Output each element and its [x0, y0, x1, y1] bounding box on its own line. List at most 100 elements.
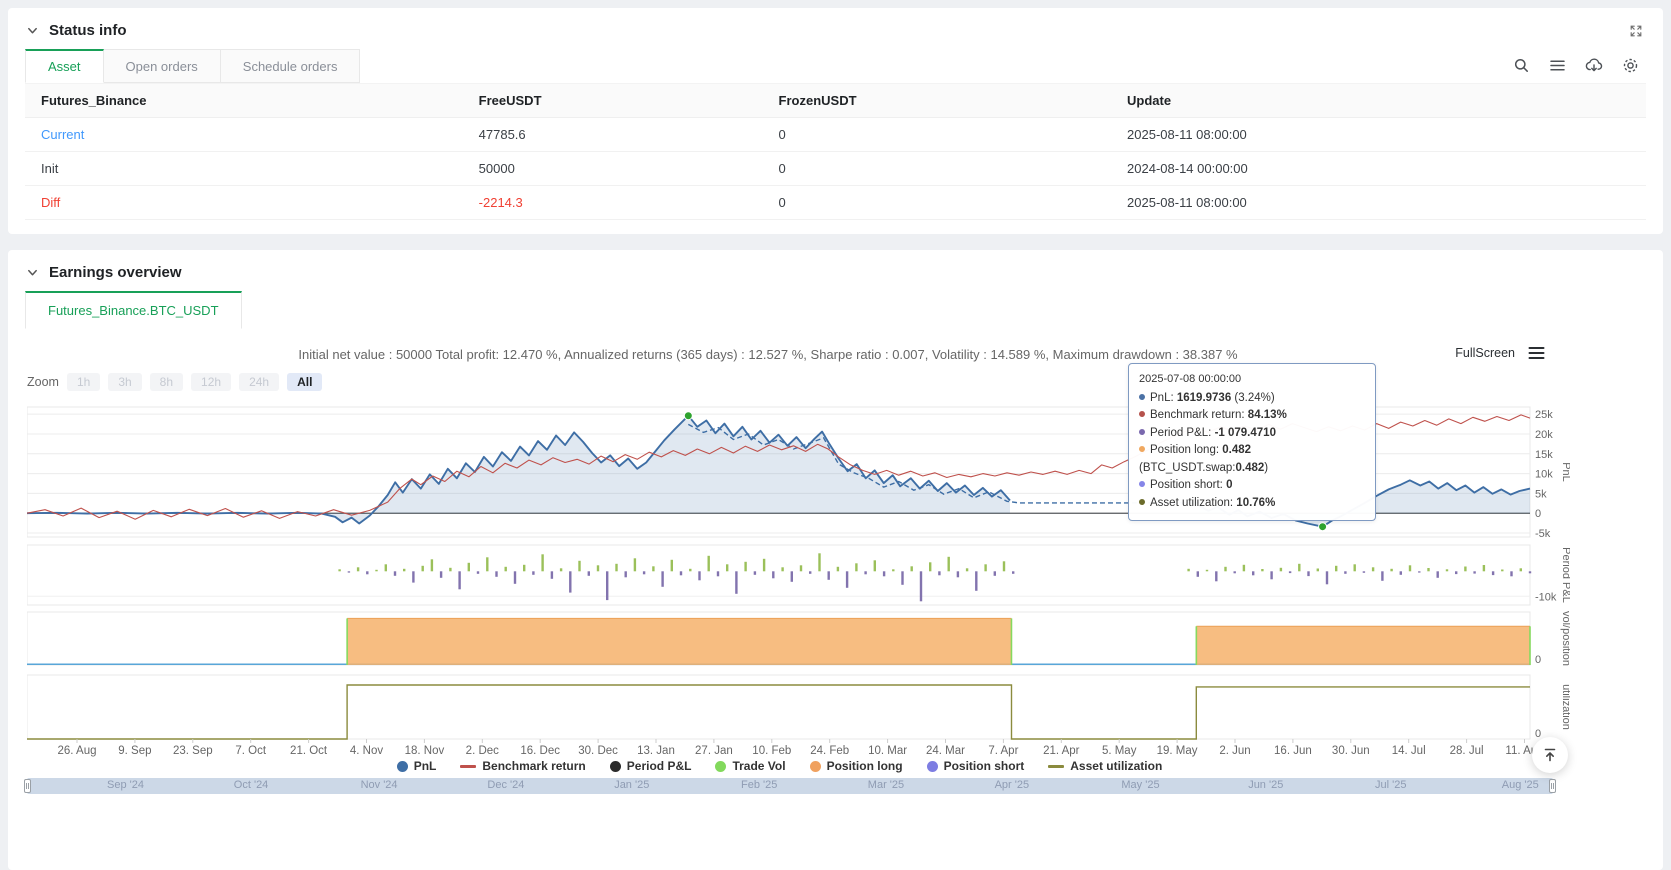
- legend-asset-utilization[interactable]: Asset utilization: [1048, 759, 1162, 773]
- period-pnl-bar: [800, 565, 802, 571]
- legend-pnl[interactable]: PnL: [397, 759, 437, 773]
- expand-icon[interactable]: [1629, 24, 1643, 38]
- period-pnl-bar: [1501, 570, 1503, 572]
- earnings-chart-svg[interactable]: 25k20k15k10k5k0-5k-10k00PnLPeriod P&Lvol…: [27, 402, 1570, 760]
- period-pnl-bar: [883, 571, 885, 576]
- cell-free-usdt: 50000: [463, 152, 763, 186]
- settings-icon[interactable]: [1622, 57, 1639, 74]
- utilization-series: [27, 685, 1530, 739]
- zoom-button-1h[interactable]: 1h: [67, 373, 100, 391]
- period-pnl-bar: [1252, 571, 1254, 575]
- period-pnl-bar: [1409, 565, 1411, 571]
- period-pnl-bar: [1234, 571, 1236, 573]
- x-axis-label: 5. May: [1102, 745, 1137, 757]
- cell-update: 2025-08-11 08:00:00: [1111, 186, 1646, 220]
- menu-icon[interactable]: [1549, 57, 1566, 74]
- period-pnl-bar: [375, 570, 377, 572]
- legend-label: PnL: [414, 759, 437, 773]
- period-pnl-bar: [661, 571, 663, 587]
- chevron-down-icon[interactable]: [26, 266, 39, 279]
- x-axis-label: 23. Sep: [173, 745, 213, 757]
- x-axis-label: 2. Dec: [466, 745, 499, 757]
- cell-name[interactable]: Current: [25, 118, 463, 152]
- x-axis-label: 9. Sep: [118, 745, 151, 757]
- pnl-axis-label: -5k: [1535, 528, 1551, 540]
- period-pnl-bar: [1381, 571, 1383, 581]
- chevron-down-icon[interactable]: [26, 24, 39, 37]
- legend-position-long[interactable]: Position long: [810, 759, 903, 773]
- period-pnl-bar: [1344, 571, 1346, 574]
- tab-futures-binance-btc-usdt[interactable]: Futures_Binance.BTC_USDT: [25, 291, 242, 329]
- cloud-download-icon[interactable]: [1585, 57, 1603, 74]
- period-pnl-bar: [1354, 564, 1356, 571]
- axis-title-vol-position: vol/position: [1560, 611, 1570, 666]
- earnings-card-title: Earnings overview: [49, 264, 182, 281]
- axis-title-period-p-l: Period P&L: [1560, 547, 1570, 603]
- zoom-button-24h[interactable]: 24h: [239, 373, 279, 391]
- legend-benchmark-return[interactable]: Benchmark return: [460, 759, 585, 773]
- navigator[interactable]: Sep '24Oct '24Nov '24Dec '24Jan '25Feb '…: [27, 778, 1553, 794]
- pnl-axis-label: 0: [1535, 508, 1541, 520]
- period-pnl-bar: [846, 571, 848, 588]
- navigator-month: Mar '25: [868, 779, 904, 791]
- zoom-button-all[interactable]: All: [287, 373, 322, 391]
- navigator-month: Aug '25: [1502, 779, 1539, 791]
- period-pnl-bar: [615, 564, 617, 572]
- tab-asset[interactable]: Asset: [25, 49, 104, 83]
- tab-open-orders[interactable]: Open orders: [104, 49, 221, 83]
- drawdown-marker: [684, 412, 692, 420]
- period-pnl-bar: [1363, 571, 1365, 573]
- period-pnl-bar: [1298, 564, 1300, 572]
- period-pnl-bar: [1400, 571, 1402, 575]
- period-pnl-bar: [717, 571, 719, 576]
- x-axis-label: 7. Oct: [235, 745, 266, 757]
- period-pnl-bar: [431, 559, 433, 571]
- navigator-month: Jul '25: [1375, 779, 1406, 791]
- legend-marker: [460, 765, 476, 768]
- earnings-card-header: Earnings overview: [8, 250, 1663, 291]
- legend-position-short[interactable]: Position short: [927, 759, 1025, 773]
- period-pnl-bar: [385, 564, 387, 571]
- period-pnl-bar: [643, 571, 645, 574]
- legend-period-p-l[interactable]: Period P&L: [610, 759, 692, 773]
- zoom-button-3h[interactable]: 3h: [108, 373, 141, 391]
- period-pnl-bar: [1473, 571, 1475, 573]
- status-tabs-row: AssetOpen ordersSchedule orders: [8, 49, 1663, 83]
- period-pnl-bar: [1390, 569, 1392, 572]
- zoom-button-8h[interactable]: 8h: [150, 373, 183, 391]
- search-icon[interactable]: [1513, 57, 1530, 74]
- x-axis-label: 18. Nov: [405, 745, 445, 757]
- navigator-right-handle[interactable]: [1549, 779, 1556, 793]
- period-pnl-bar: [929, 562, 931, 571]
- legend-trade-vol[interactable]: Trade Vol: [715, 759, 785, 773]
- period-pnl-bar: [818, 553, 820, 571]
- period-pnl-bar: [578, 561, 580, 572]
- pnl-area: [27, 416, 1010, 524]
- chart-menu-icon[interactable]: [1528, 346, 1545, 360]
- column-freeusdt: FreeUSDT: [463, 84, 763, 118]
- period-pnl-bar: [1187, 569, 1189, 572]
- period-pnl-bar: [744, 562, 746, 572]
- cell-frozen-usdt: 0: [763, 186, 1112, 220]
- navigator-month: Jun '25: [1248, 779, 1283, 791]
- navigator-left-handle[interactable]: [24, 779, 31, 793]
- zoom-button-12h[interactable]: 12h: [191, 373, 231, 391]
- cell-name: Init: [25, 152, 463, 186]
- period-pnl-bar: [671, 560, 673, 572]
- tab-schedule-orders[interactable]: Schedule orders: [221, 49, 361, 83]
- period-pnl-bar: [1280, 568, 1282, 572]
- position-long-block: [1196, 626, 1530, 665]
- zoom-bar: Zoom 1h3h8h12h24hAll: [27, 373, 322, 391]
- period-pnl-bar: [948, 557, 950, 572]
- period-pnl-bar: [864, 571, 866, 574]
- x-axis-label: 19. May: [1157, 745, 1198, 757]
- navigator-month: Nov '24: [361, 779, 398, 791]
- back-to-top-button[interactable]: [1532, 737, 1568, 773]
- period-pnl-bar: [1437, 571, 1439, 578]
- status-tabs: AssetOpen ordersSchedule orders: [25, 49, 360, 83]
- period-pnl-bar: [449, 568, 451, 572]
- legend-marker: [715, 761, 726, 772]
- fullscreen-button[interactable]: FullScreen: [1455, 346, 1515, 360]
- period-pnl-bar: [412, 571, 414, 582]
- legend-label: Period P&L: [627, 759, 692, 773]
